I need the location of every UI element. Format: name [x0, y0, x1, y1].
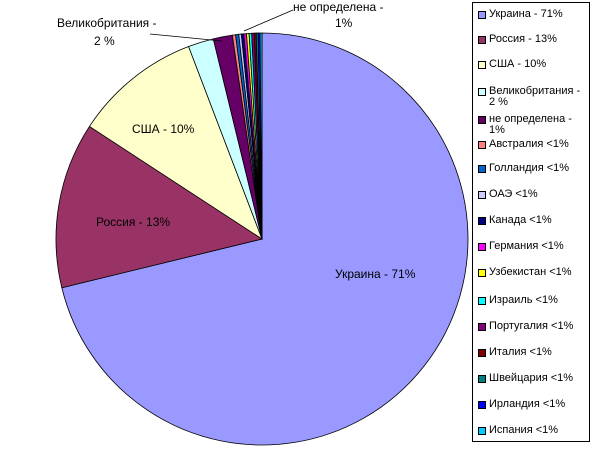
legend-swatch — [478, 141, 486, 149]
legend-swatch — [478, 375, 486, 383]
legend-label: Ирландия <1% — [489, 398, 566, 410]
legend-swatch — [478, 61, 486, 69]
legend-swatch — [478, 88, 486, 96]
legend-swatch — [478, 11, 486, 19]
legend-label: Великобритания - 2 % — [489, 85, 581, 108]
legend-label: Украина - 71% — [489, 8, 563, 20]
pie-slices — [55, 32, 469, 446]
legend-swatch — [478, 217, 486, 225]
legend-swatch — [478, 349, 486, 357]
pie-slice-2 — [88, 46, 263, 241]
legend-swatch — [478, 427, 486, 435]
legend-label: Испания <1% — [489, 424, 559, 436]
legend-swatch — [478, 401, 486, 409]
legend-label: Португалия <1% — [489, 320, 574, 332]
legend-swatch — [478, 36, 486, 44]
legend-swatch — [478, 323, 486, 331]
legend-label: не определена - 1% — [489, 113, 572, 136]
data-label-3-line-1: 2 % — [94, 34, 115, 48]
data-label-1: Россия - 13% — [96, 215, 170, 229]
pie-slice-16 — [259, 32, 263, 240]
legend: Украина - 71% Россия - 13% США - 10% Велико… — [472, 2, 590, 442]
legend-label: Швейцария <1% — [489, 372, 574, 384]
legend-label: Австралия <1% — [489, 138, 569, 150]
legend-label: Узбекистан <1% — [489, 266, 572, 278]
pie-slice-1 — [55, 125, 263, 289]
legend-swatch — [478, 165, 486, 173]
leader-line-3 — [149, 33, 223, 42]
leader-lines — [149, 9, 294, 42]
legend-label: США - 10% — [489, 58, 547, 70]
legend-label: Голландия <1% — [489, 162, 570, 174]
legend-label: Италия <1% — [489, 346, 552, 358]
legend-swatch — [478, 297, 486, 305]
pie-slice-0 — [61, 32, 469, 446]
data-label-3-line-0: Великобритания - — [57, 16, 157, 30]
data-label-4-line-1: 1% — [335, 16, 353, 30]
data-labels: Украина - 71% Россия - 13% США - 10% Велико… — [57, 0, 416, 281]
data-label-0: Украина - 71% — [335, 267, 416, 281]
legend-swatch — [478, 243, 486, 251]
legend-label: Россия - 13% — [489, 33, 557, 45]
leader-line-4 — [243, 9, 294, 32]
data-label-2: США - 10% — [132, 122, 195, 136]
legend-label: Канада <1% — [489, 214, 552, 226]
legend-swatch — [478, 191, 486, 199]
legend-swatch — [478, 116, 486, 124]
legend-swatch — [478, 269, 486, 277]
legend-label: Германия <1% — [489, 240, 564, 252]
legend-label: ОАЭ <1% — [489, 188, 538, 200]
legend-label: Израиль <1% — [489, 294, 558, 306]
data-label-4-line-0: не определена - — [293, 0, 383, 14]
